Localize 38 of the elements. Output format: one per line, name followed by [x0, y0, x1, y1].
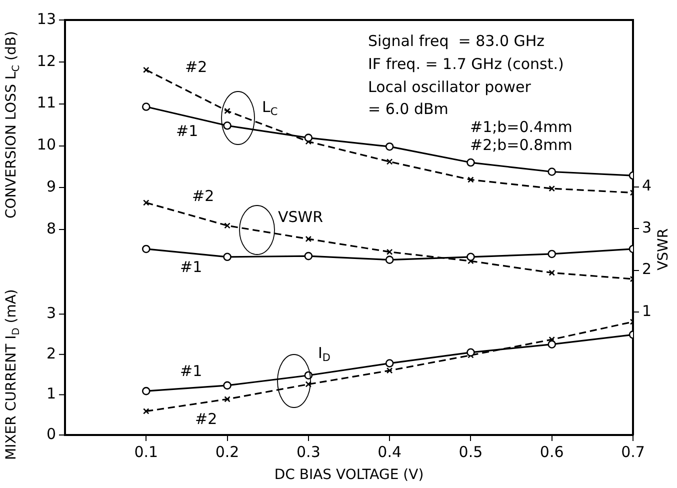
- y-axis-title: CONVERSION LOSS LC (dB): [4, 31, 22, 219]
- y3-tick-label: 0: [46, 424, 56, 443]
- y2-tick-label: 3: [642, 218, 652, 236]
- y-tick-label: 11: [36, 94, 56, 112]
- annotation: #2;b=0.8mm: [470, 136, 572, 154]
- annotation: VSWR: [278, 208, 324, 226]
- y3-tick-label: 2: [46, 344, 56, 362]
- x-tick-label: 0.1: [134, 442, 158, 461]
- y3-tick-label: 1: [46, 384, 56, 403]
- y2-tick-label: 1: [642, 302, 652, 320]
- y-tick-label: 8: [46, 219, 56, 238]
- x-axis-title: DC BIAS VOLTAGE (V): [274, 467, 424, 484]
- x-tick-label: 0.5: [458, 442, 483, 461]
- x-tick-label: 0.7: [621, 442, 645, 461]
- annotation: IF freq. = 1.7 GHz (const.): [368, 54, 564, 73]
- x-tick-label: 0.2: [215, 442, 240, 461]
- annotation: = 6.0 dBm: [368, 100, 448, 118]
- series-label: #1: [176, 122, 198, 140]
- y-tick-label: 10: [36, 136, 56, 154]
- annotation: Local oscillator power: [368, 78, 532, 96]
- x-tick-label: 0.3: [296, 442, 320, 461]
- annotation: Signal freq = 83.0 GHz: [368, 32, 545, 50]
- y-tick-label: 12: [36, 52, 56, 70]
- y2-tick-label: 4: [642, 176, 652, 195]
- y3-axis-title: MIXER CURRENT ID (mA): [4, 289, 22, 460]
- annotation: #1;b=0.4mm: [470, 118, 572, 136]
- series-label: #1: [180, 258, 202, 276]
- series-label: #1: [180, 362, 202, 380]
- y2-tick-label: 2: [642, 260, 652, 278]
- series-label: #2: [195, 410, 218, 428]
- y2-axis-title: VSWR: [656, 228, 672, 270]
- y-tick-label: 9: [46, 178, 56, 196]
- series-label: #2: [192, 186, 214, 205]
- x-tick-label: 0.6: [540, 442, 564, 461]
- series-label: #2: [185, 58, 208, 76]
- y-tick-label: 13: [36, 10, 56, 28]
- x-tick-label: 0.4: [378, 442, 402, 461]
- y3-tick-label: 3: [46, 304, 56, 322]
